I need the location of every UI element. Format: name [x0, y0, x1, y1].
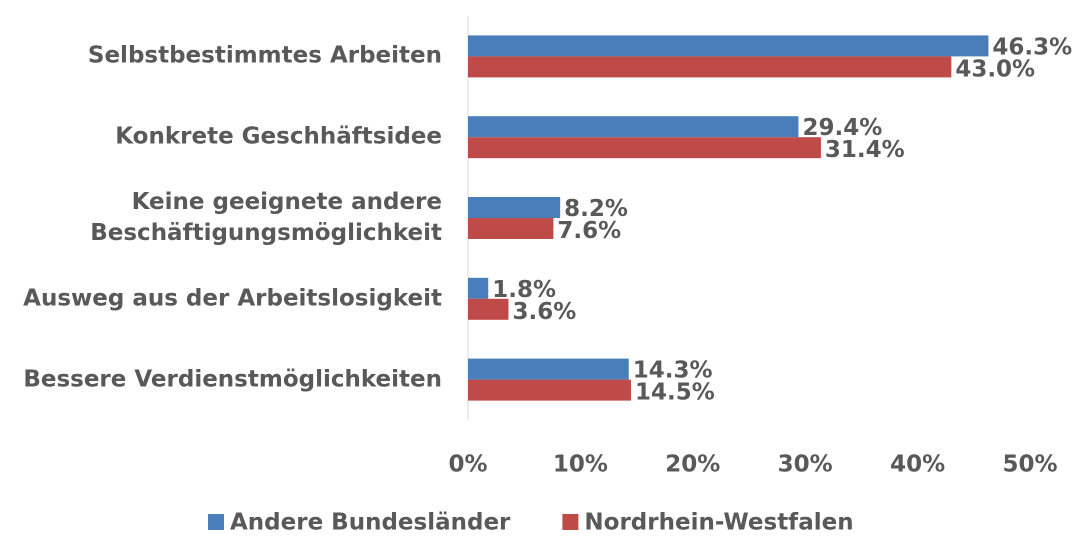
bar: [468, 277, 489, 299]
bar: [468, 298, 509, 320]
legend-label: Nordrhein-Westfalen: [584, 510, 853, 536]
bar: [468, 197, 561, 218]
category-label: Konkrete Geschhäftsidee: [115, 123, 442, 150]
x-tick-label: 30%: [778, 452, 833, 478]
legend-swatch: [562, 514, 579, 530]
category-label: Keine geeignete andere Beschäftigungsmög…: [90, 189, 442, 246]
category-label: Bessere Verdienstmöglichkeiten: [23, 366, 442, 393]
x-tick-label: 10%: [553, 452, 608, 478]
data-label: 43.0%: [955, 56, 1035, 82]
bar: [468, 137, 821, 159]
data-label: 8.2%: [564, 196, 628, 222]
bar: [468, 116, 799, 138]
x-tick-label: 50%: [1002, 452, 1057, 478]
x-tick-label: 20%: [665, 452, 720, 478]
data-label: 7.6%: [557, 218, 621, 244]
category-label: Ausweg aus der Arbeitslosigkeit: [23, 285, 442, 312]
bar: [468, 56, 952, 78]
data-label: 14.5%: [635, 380, 715, 406]
bar: [468, 379, 631, 401]
category-label: Selbstbestimmtes Arbeiten: [87, 42, 442, 69]
bar: [468, 35, 989, 57]
data-label: 14.3%: [633, 358, 713, 384]
legend-swatch: [208, 514, 224, 530]
bar: [468, 358, 629, 380]
x-tick-label: 0%: [448, 452, 487, 478]
bar: [468, 218, 554, 239]
data-label: 31.4%: [825, 137, 905, 163]
data-label: 1.8%: [492, 277, 556, 303]
data-label: 46.3%: [992, 34, 1072, 60]
x-tick-label: 40%: [890, 452, 945, 478]
data-label: 3.6%: [512, 299, 576, 325]
legend-label: Andere Bundesländer: [230, 510, 511, 536]
data-label: 29.4%: [802, 115, 882, 141]
